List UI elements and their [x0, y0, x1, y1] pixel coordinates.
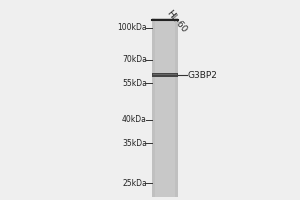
Bar: [153, 73, 177, 75]
Text: 100kDa: 100kDa: [117, 23, 147, 32]
Text: 70kDa: 70kDa: [122, 55, 147, 64]
Text: 25kDa: 25kDa: [122, 178, 147, 188]
Bar: [152, 73, 178, 77]
Bar: [152, 18, 155, 197]
Text: G3BP2: G3BP2: [188, 71, 218, 79]
Text: HL-60: HL-60: [165, 8, 189, 34]
Bar: [175, 18, 178, 197]
Text: 40kDa: 40kDa: [122, 116, 147, 124]
Text: 55kDa: 55kDa: [122, 78, 147, 88]
Bar: [152, 18, 178, 197]
Text: 35kDa: 35kDa: [122, 138, 147, 148]
